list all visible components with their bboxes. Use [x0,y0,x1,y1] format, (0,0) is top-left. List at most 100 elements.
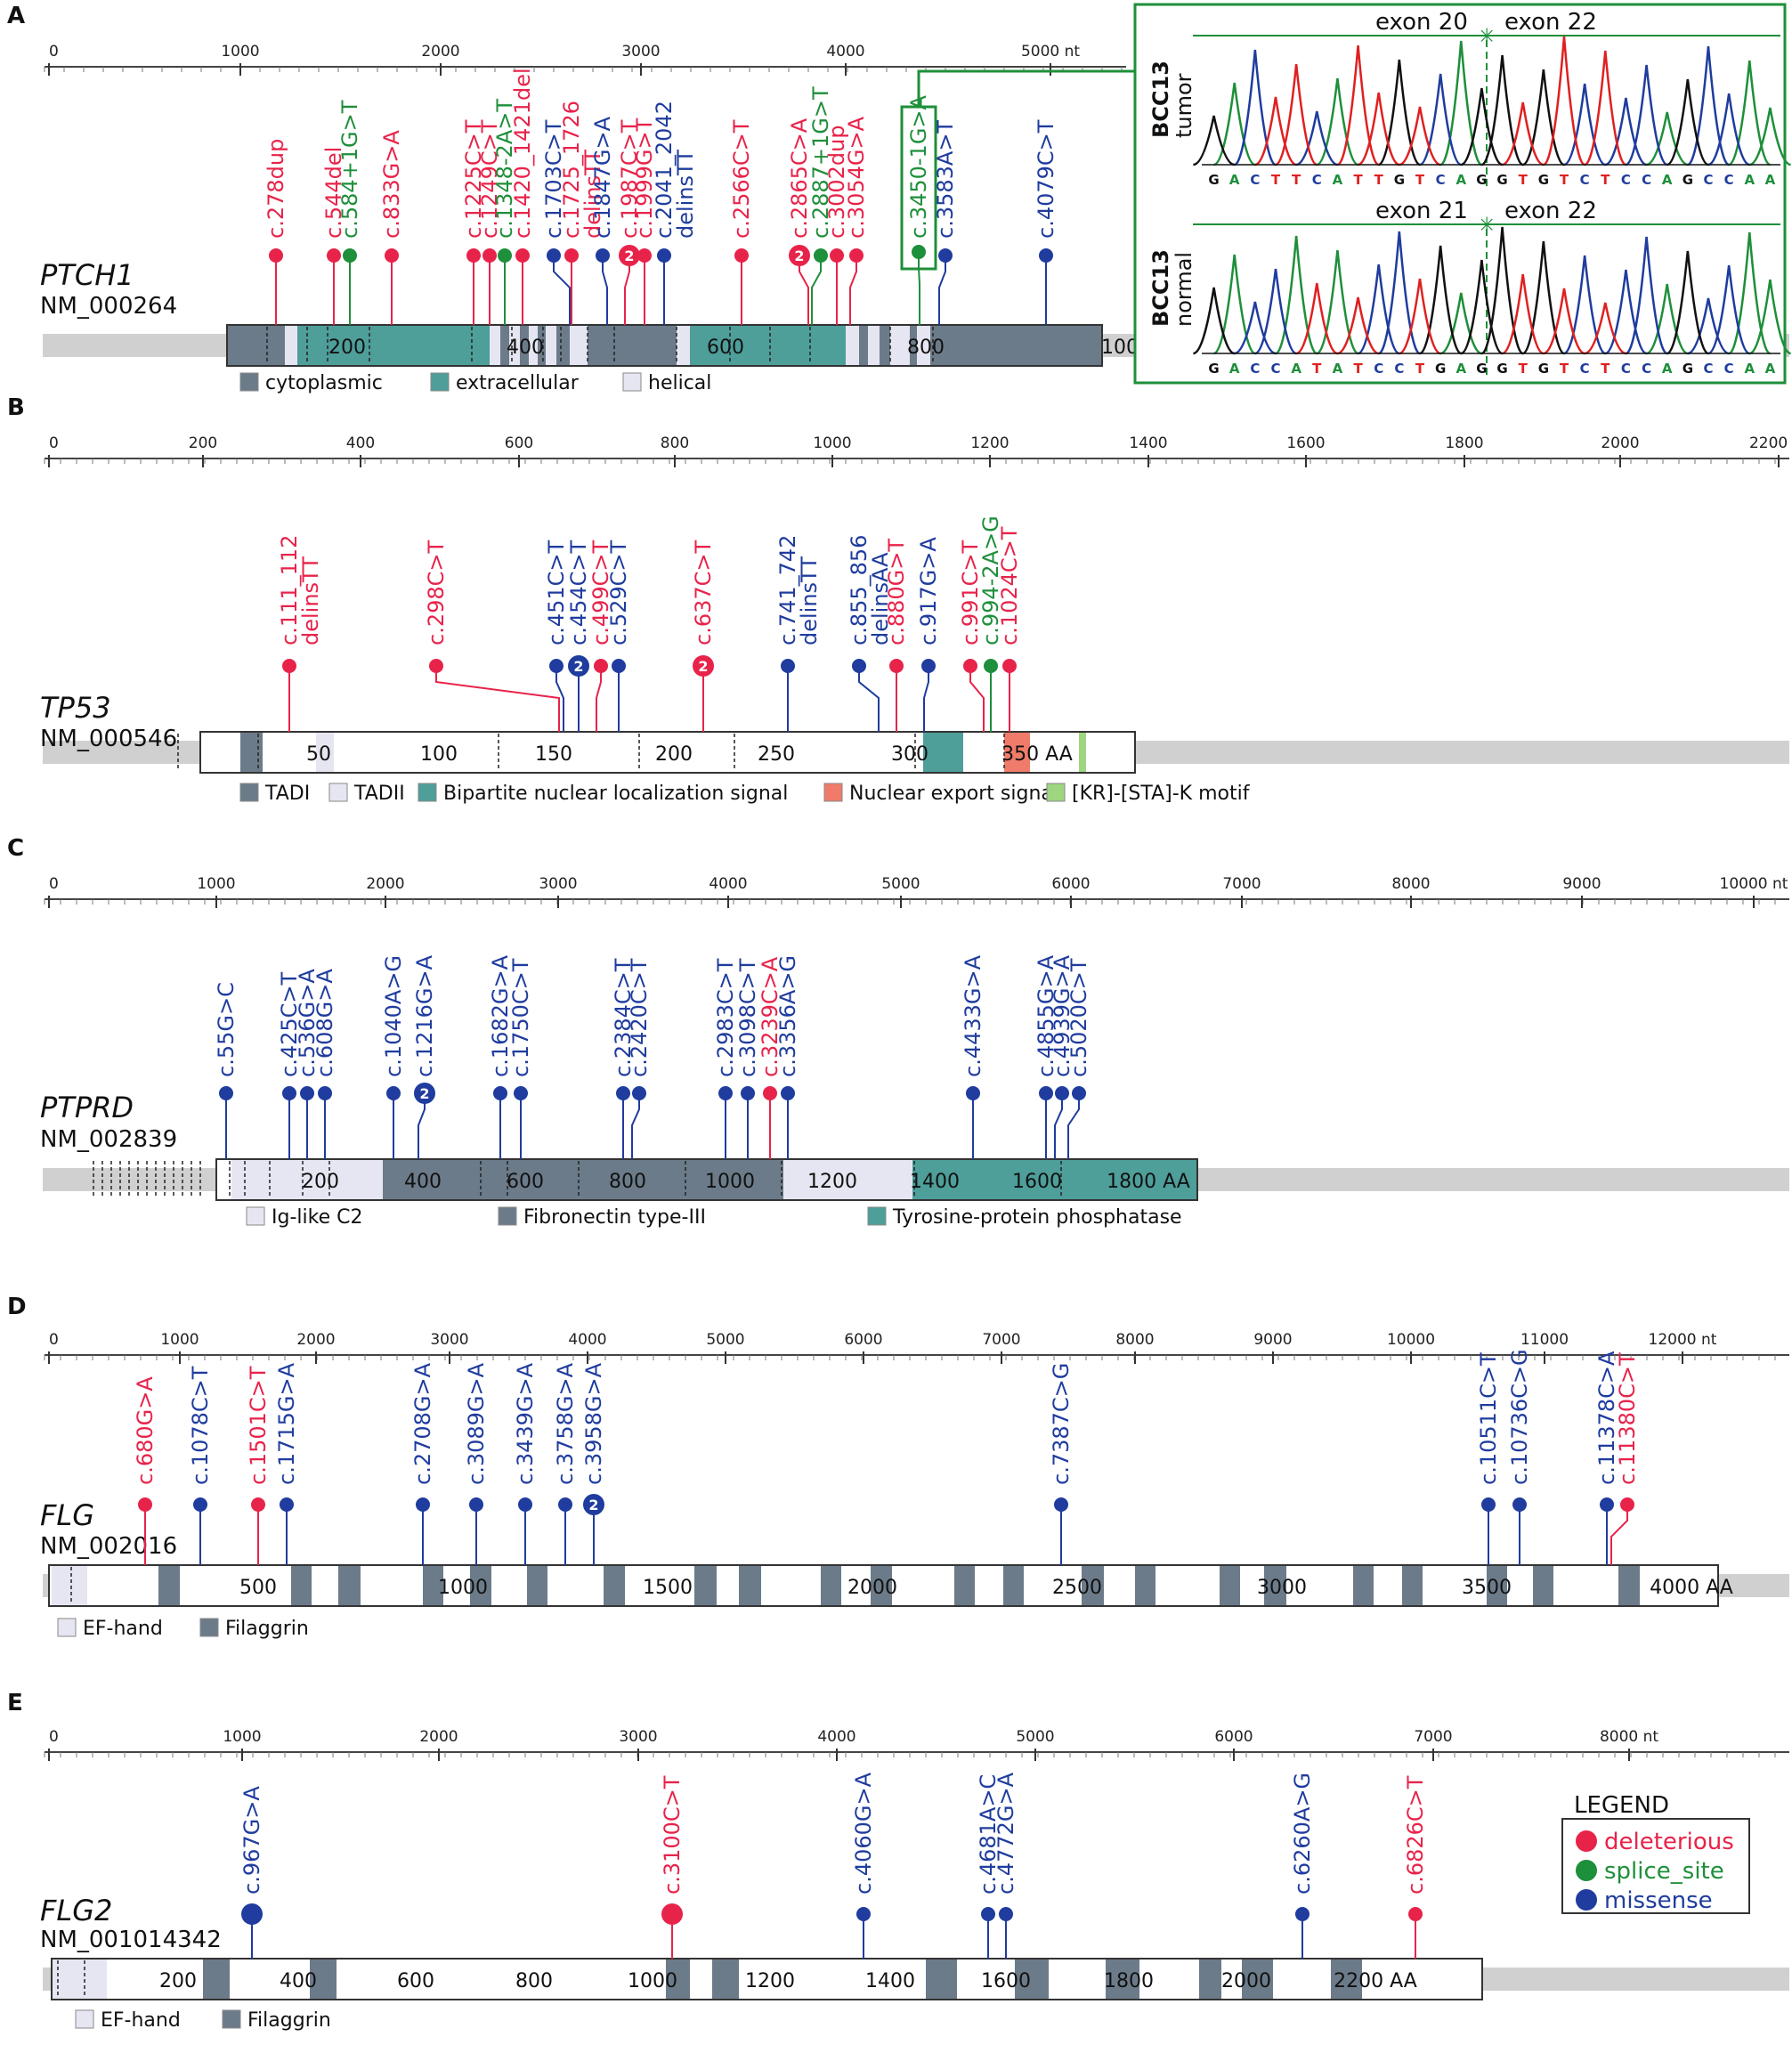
mutation-label-line: c.451C>T [544,540,569,646]
domain-teal [912,1160,1197,1199]
base-call: C [1621,172,1631,188]
mutation-label: c.1024C>T [997,526,1022,645]
lollipop-head-deleterious [1408,1907,1423,1921]
mutation-label-line: c.4939G>A [1050,954,1074,1077]
mutation-label-line: c.2983C>T [713,958,738,1077]
domain-helical [529,326,538,365]
mutation-label: c.3450-1G>A [906,94,931,239]
protein-tick-label: 100 [420,743,458,766]
mutation-label: c.3098C>T [735,958,760,1077]
domain-helical [570,326,588,365]
legend-label: [KR]-[STA]-K motif [1072,783,1251,805]
mutation-label: c.10511C>T [1476,1352,1501,1485]
domain-cytoplasmic [1199,1960,1221,1999]
legend-label: Fibronectin type-III [523,1206,706,1229]
base-call: C [1374,361,1383,377]
mutation-label: c.6826C>T [1403,1775,1428,1895]
domain-cytoplasmic [694,1566,717,1605]
lollipop-stem [435,666,560,732]
mutation-label: c.11380C>T [1615,1352,1640,1485]
base-call: G [1683,361,1693,377]
mutation-label-line: c.1501C>T [246,1366,271,1485]
lollipop-head-deleterious [1002,659,1017,673]
junction-star: ✳ [1478,213,1496,238]
mutation-label: c.1987C>T [617,119,642,239]
protein-tick-label: 2200 AA [1334,1970,1417,1992]
mutation-label-line: c.2887+1G>T [808,86,833,239]
ruler-tick-label: 3000 [430,1331,468,1349]
base-call: C [1250,172,1260,188]
base-call: C [1436,172,1446,188]
protein-tick-label: 1200 [807,1171,857,1193]
ruler-tick-label: 1200 [970,434,1009,452]
ruler-tick-label: 2000 [296,1331,335,1349]
domain-cytoplasmic [423,1566,443,1605]
base-call: C [1270,361,1280,377]
lollipop-head-deleterious [482,248,497,263]
domain-cytoplasmic [1135,1566,1155,1605]
protein-tick-label: 300 [891,743,928,766]
mutation-label-line: c.2420C>T [627,958,652,1077]
mutation-label-line: c.1040A>G [381,955,406,1077]
protein-tick-label: 800 [515,1970,553,1992]
legend-item-label: deleterious [1604,1829,1734,1855]
base-call: T [1415,172,1425,188]
lollipop-stem [596,666,602,732]
lollipop-head-missense [583,1494,604,1515]
base-call: G [1538,172,1549,188]
protein-tick-label: 2000 [847,1577,897,1599]
lollipop-head-deleterious [251,1497,265,1512]
lollipop-head-deleterious [1620,1497,1634,1512]
base-call: G [1208,361,1219,377]
sample-type: tumor [1172,73,1196,138]
legend-swatch-cytoplasmic [239,783,259,802]
lollipop-head-missense [1295,1907,1310,1921]
ruler-tick-label: 10000 nt [1720,875,1788,893]
mutation-label: c.1682G>A [488,954,513,1077]
lollipop-head-missense [718,1086,733,1100]
panel-letter: A [7,3,25,29]
mutation-label: c.967G>A [239,1786,264,1895]
lollipop-head-missense [1512,1497,1527,1512]
ruler-tick-label: 1600 [1286,434,1325,452]
ruler-tick-label: 800 [661,434,689,452]
mutation-label-line: c.454C>T [566,540,591,646]
domain-cytoplasmic [158,1566,180,1605]
exon-label: exon 22 [1504,9,1597,36]
lollipop-head-missense [514,1086,528,1100]
lollipop-head-deleterious [734,248,749,263]
gene-name: PTPRD [40,1091,134,1124]
mutation-label: c.1703C>T [541,119,566,239]
mutation-label-line: c.499C>T [588,540,613,646]
mutation-label-line: delinsTT [298,556,323,645]
mutation-label: c.11378C>A [1594,1351,1619,1485]
mutation-label: c.529C>T [606,540,631,646]
protein-tick-label: 1400 [865,1970,915,1992]
ruler-tick-label: 0 [49,434,59,452]
mutation-label-line: c.1078C>T [188,1366,213,1485]
domain-helical [783,1160,912,1199]
mutation-label-line: c.680G>A [133,1376,158,1485]
domain-cytoplasmic [712,1960,739,1999]
base-call: A [1744,172,1755,188]
mutation-label: c.855_856delinsAA [847,535,893,645]
domain-helical [546,326,556,365]
lollipop-head-missense [921,659,936,673]
domain-helical [231,1160,383,1199]
mutation-label-line: c.2708G>A [410,1362,435,1485]
lollipop-stem [811,256,822,325]
mutation-label-line: c.3239C>A [758,956,782,1077]
base-call: A [1229,361,1240,377]
mutation-label-line: c.1348-2A>T [492,99,517,239]
lollipop-head-missense [741,1086,755,1100]
trace-G [1193,226,1709,355]
base-call: A [1455,361,1466,377]
protein-tick-label: 3500 [1462,1577,1512,1599]
panel-letter: C [7,835,24,862]
legend-dot-deleterious [1576,1830,1597,1852]
mutation-label-line: c.2041_2042 [652,101,677,239]
domain-cytoplasmic [1402,1566,1423,1605]
lollipop-head-deleterious [385,248,399,263]
base-call: G [1496,172,1507,188]
domain-cytoplasmic [1082,1566,1104,1605]
